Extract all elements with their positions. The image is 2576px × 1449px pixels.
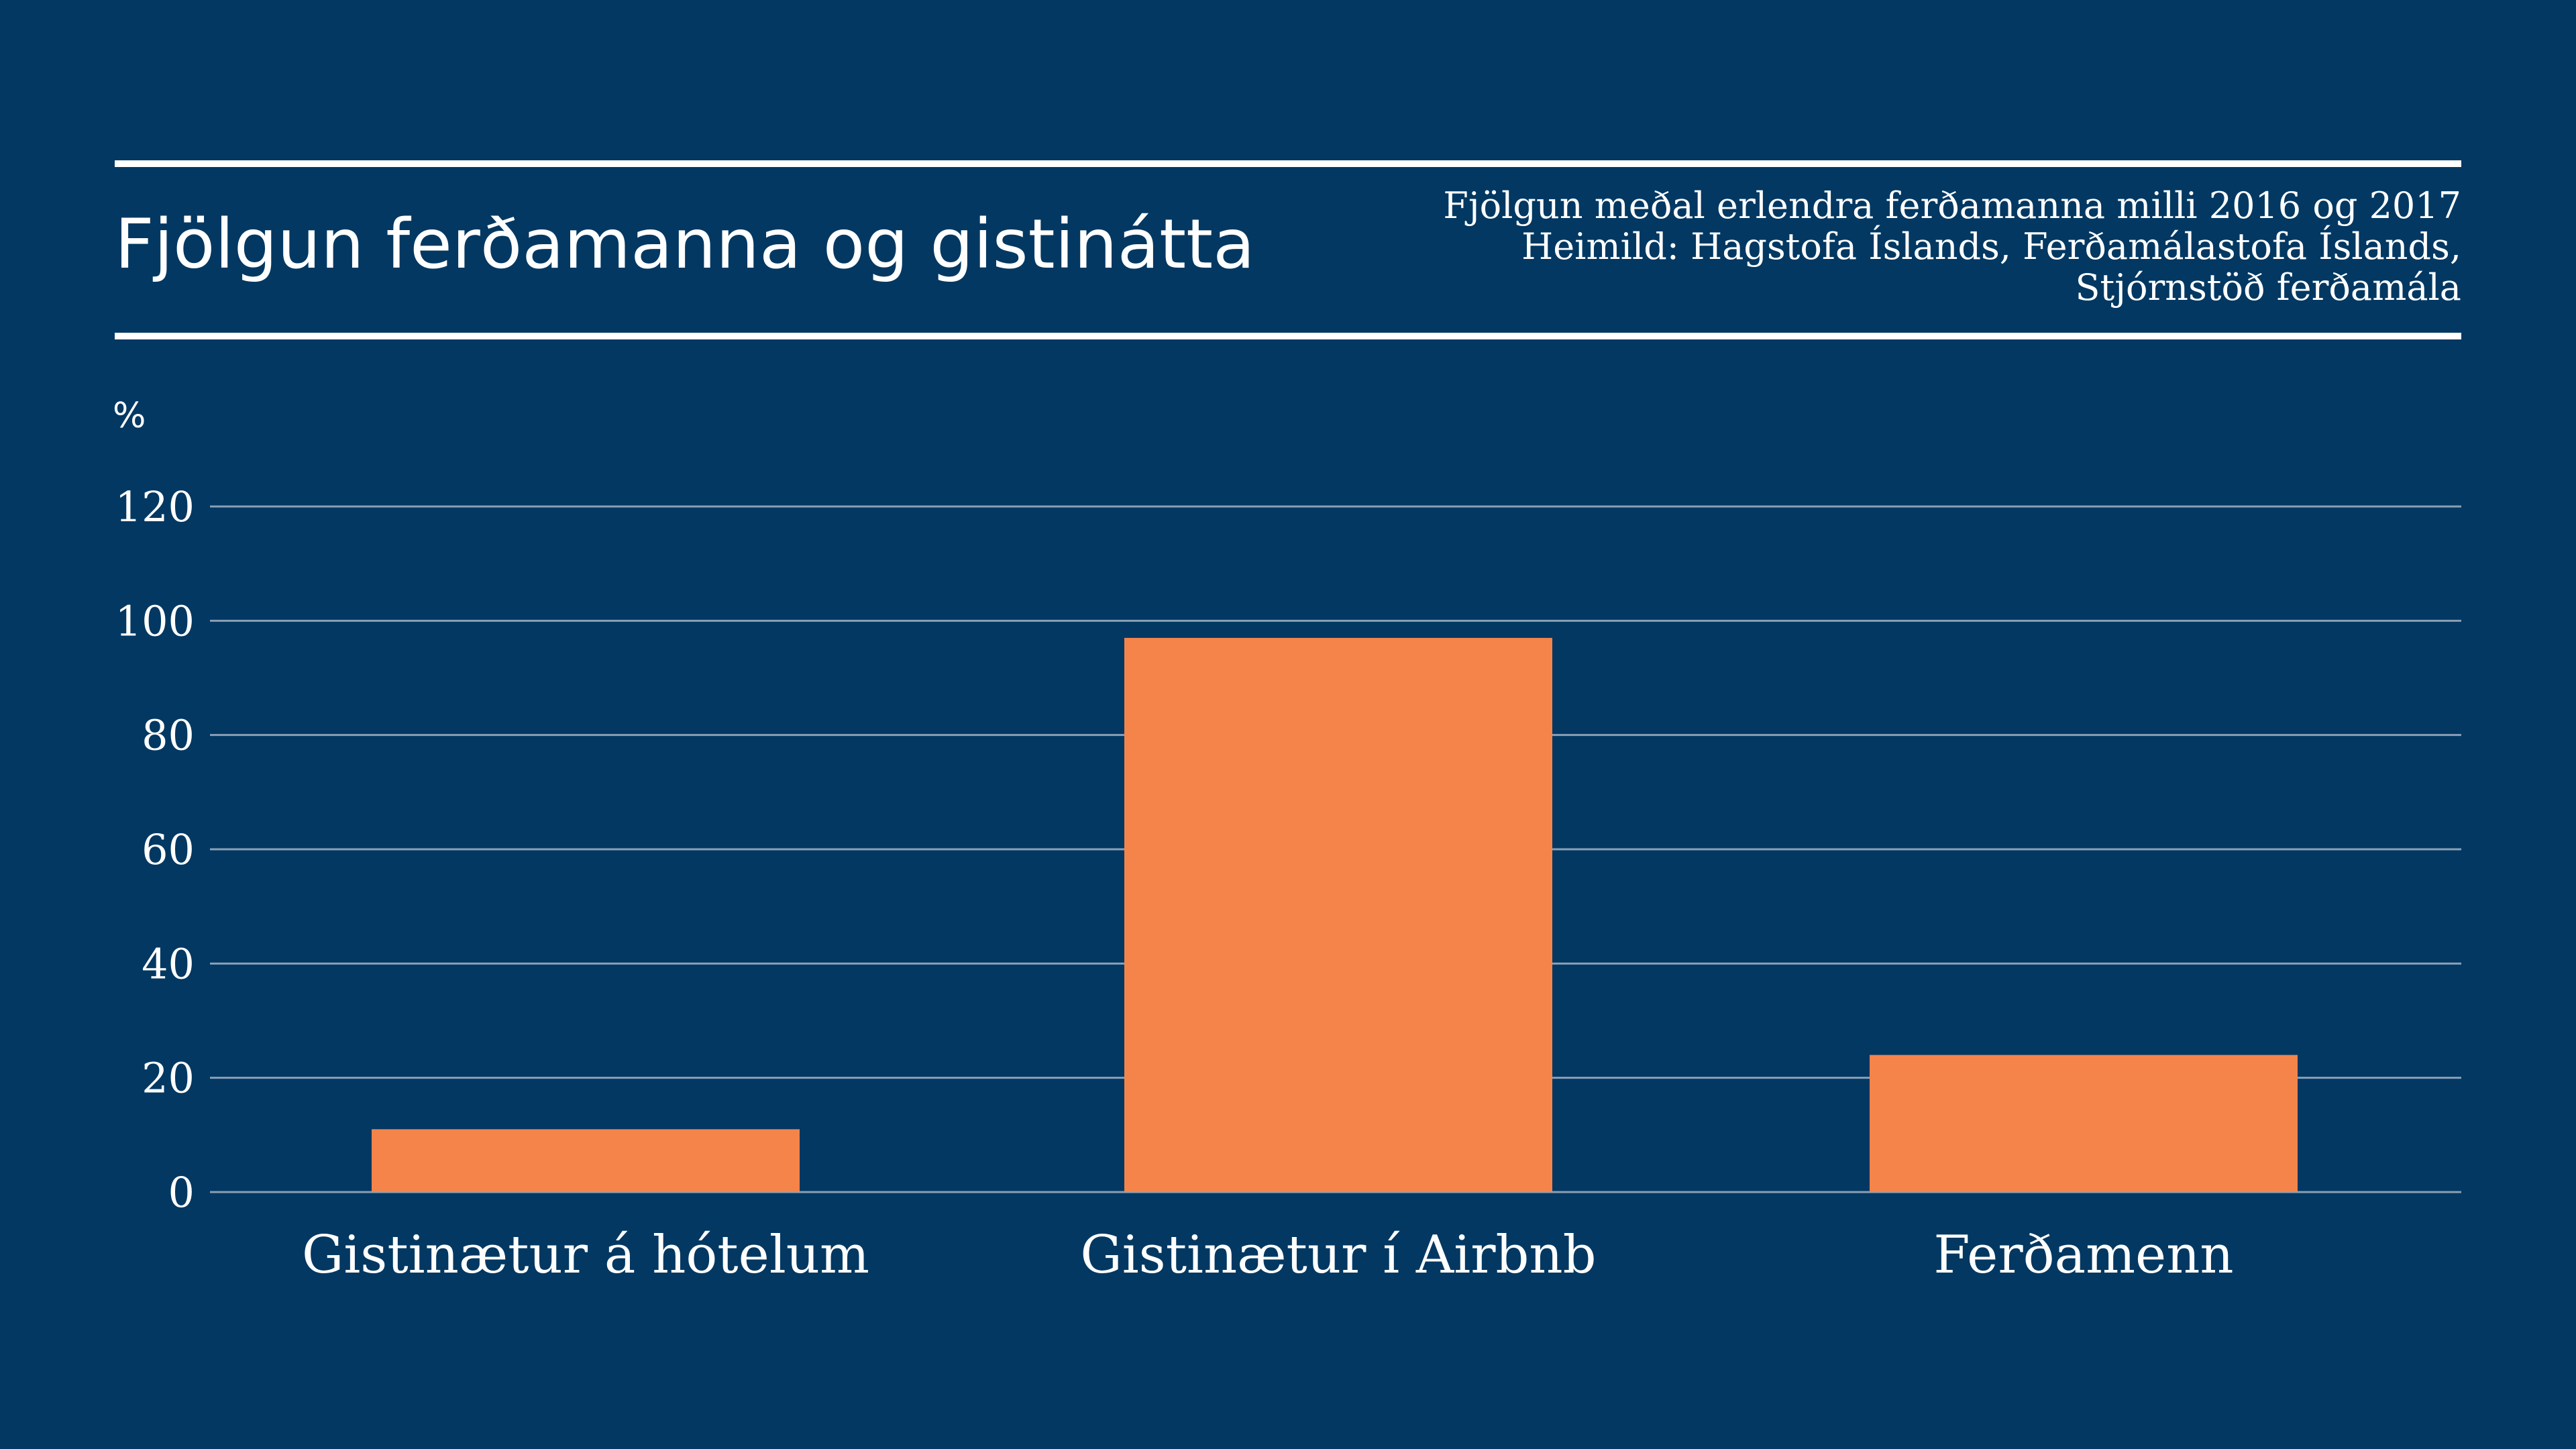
x-category-label: Ferðamenn <box>1933 1225 2233 1285</box>
chart-subtitle: Fjölgun meðal erlendra ferðamanna milli … <box>1287 185 2461 308</box>
header-bottom-rule <box>115 333 2461 339</box>
y-tick-label: 40 <box>142 939 195 988</box>
subtitle-line-1: Fjölgun meðal erlendra ferðamanna milli … <box>1443 184 2461 227</box>
bar <box>1124 637 1552 1192</box>
y-tick-label: 80 <box>142 711 195 760</box>
y-tick-label: 20 <box>142 1054 195 1103</box>
subtitle-line-2: Heimild: Hagstofa Íslands, Ferðamálastof… <box>1521 225 2461 268</box>
chart-title: Fjölgun ferðamanna og gistinátta <box>115 205 1255 284</box>
header-top-rule <box>115 160 2461 167</box>
subtitle-line-3: Stjórnstöð ferðamála <box>2075 266 2461 309</box>
y-tick-label: 120 <box>115 482 195 531</box>
y-tick-label: 100 <box>115 596 195 645</box>
bar <box>1870 1055 2298 1192</box>
y-axis-label: % <box>113 396 146 436</box>
bar <box>372 1129 800 1192</box>
y-tick-label: 0 <box>168 1168 195 1217</box>
y-tick-label: 60 <box>142 825 195 874</box>
x-category-label: Gistinætur á hótelum <box>302 1225 869 1285</box>
x-category-label: Gistinætur í Airbnb <box>1080 1225 1596 1285</box>
